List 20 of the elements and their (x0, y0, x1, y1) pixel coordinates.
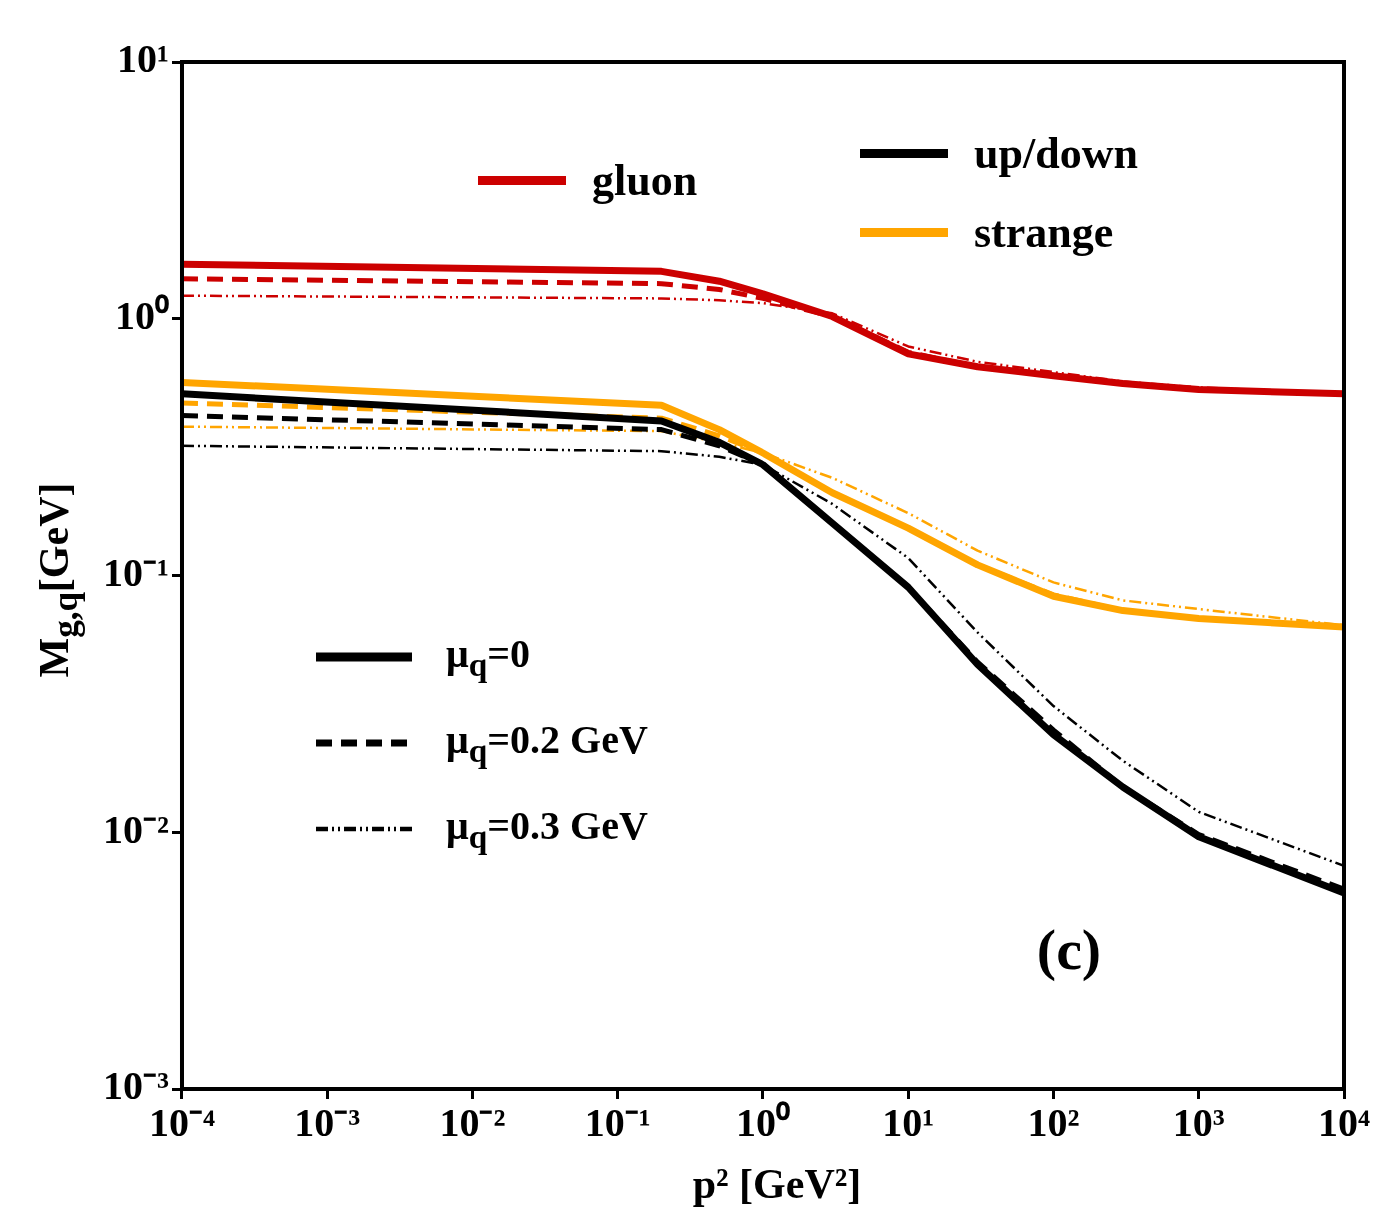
annotation: (c) (1036, 916, 1102, 982)
x-tick-label: 10⁻² (439, 1100, 506, 1146)
y-tick-label: 10¹ (116, 36, 169, 82)
annotation: μ$_{q}$=0.3 GeV (446, 802, 648, 856)
annotation: μ$_{q}$=0 (446, 630, 531, 684)
x-tick-label: 10⁻³ (294, 1100, 361, 1146)
x-axis-title: p² [GeV²] (691, 1160, 863, 1208)
x-tick-label: 10⁴ (1318, 1100, 1370, 1146)
legend-label: gluon (592, 155, 698, 206)
x-tick-label: 10¹ (882, 1100, 935, 1146)
y-tick-label: 10⁻² (102, 806, 169, 852)
x-tick-label: 10⁻¹ (584, 1100, 651, 1146)
y-tick-label: 10⁰ (114, 293, 169, 339)
x-tick-label: 10² (1027, 1100, 1080, 1146)
y-tick-label: 10⁻¹ (102, 549, 169, 595)
legend-label: strange (974, 207, 1114, 258)
annotation: μ$_{q}$=0.2 GeV (446, 716, 648, 770)
x-tick-label: 10³ (1172, 1100, 1225, 1146)
x-tick-label: 10⁰ (736, 1100, 790, 1146)
legend-label: up/down (974, 128, 1138, 179)
